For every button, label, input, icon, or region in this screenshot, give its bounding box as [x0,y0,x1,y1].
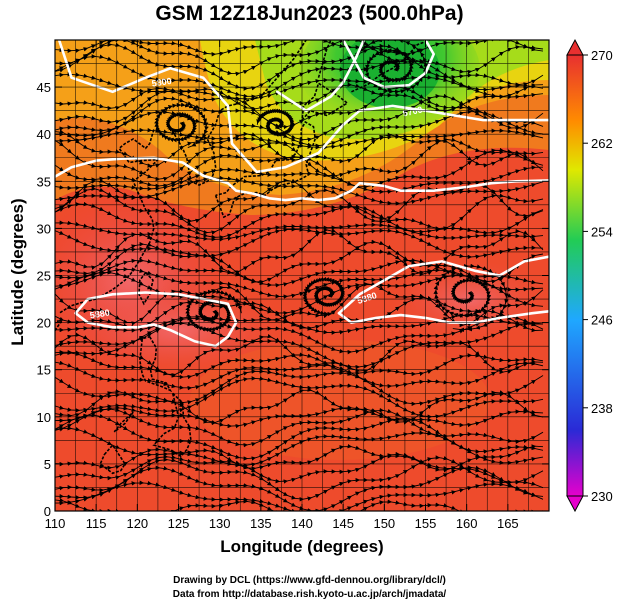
contour-line [337,255,549,315]
colorbar-tick-label: 262 [591,136,613,151]
y-tick-label: 45 [37,80,51,95]
y-axis: 0 5 10 15 20 25 30 35 40 45 [37,80,549,519]
coastline [138,272,154,306]
x-tick-label: 155 [415,516,437,531]
streamline [302,276,346,317]
credit-data: Data from http://database.rish.kyoto-u.a… [172,589,447,600]
streamline [55,387,544,426]
colorbar-tick-label: 270 [591,48,613,63]
credit-drawing: Drawing by DCL (https://www.gfd-dennou.o… [173,575,446,586]
y-axis-label: Latitude (degrees) [8,198,27,346]
x-tick-label: 120 [126,516,148,531]
y-tick-label: 0 [44,504,51,519]
coastline [58,129,160,314]
x-tick-label: 135 [250,516,272,531]
colorbar-tick-label: 230 [591,489,613,504]
coastline [351,40,430,93]
x-tick-label: 125 [168,516,190,531]
x-tick-label: 110 [45,516,66,531]
colorbar-tick-label: 238 [591,401,613,416]
coastlines [55,40,430,475]
x-tick-label: 115 [86,516,107,531]
x-tick-label: 160 [456,516,478,531]
coastline [301,82,349,121]
y-tick-label: 35 [37,174,51,189]
x-axis-label: Longitude (degrees) [220,537,384,556]
y-tick-label: 10 [37,410,51,425]
coastline [99,443,126,475]
temperature-field [55,40,549,511]
coastline [113,411,134,433]
contour-label: 5880 [89,307,110,320]
y-tick-label: 15 [37,363,51,378]
coastline [173,40,307,186]
x-tick-label: 150 [373,516,395,531]
coastline [138,335,173,393]
x-tick-label: 130 [209,516,231,531]
streamline [55,480,544,511]
map-grid [54,39,550,512]
contour-label: 5700 [402,105,424,119]
x-tick-label: 140 [291,516,313,531]
streamline [352,40,428,95]
x-tick-label: 145 [332,516,354,531]
colorbar: 230 238 246 254 262 270 [566,38,613,513]
x-axis: 110 115 120 125 130 135 140 145 150 155 160 165 [45,40,519,531]
wind-streamlines [55,40,544,511]
colorbar-tick-label: 246 [591,313,613,328]
streamline [185,289,242,332]
y-tick-label: 25 [37,269,51,284]
colorbar-tick-label: 254 [591,224,613,239]
x-tick-label: 165 [497,516,519,531]
streamline [154,102,209,149]
contour-line [276,40,366,112]
y-tick-label: 20 [37,316,51,331]
coastline [317,40,332,78]
chart-title: GSM 12Z18Jun2023 (500.0hPa) [155,2,464,25]
streamline [433,263,509,333]
y-tick-label: 40 [37,127,51,142]
y-tick-label: 5 [44,457,51,472]
contour-label: 5800 [151,76,172,89]
y-tick-label: 30 [37,221,51,236]
contour-line [74,291,238,348]
contour-line [57,40,549,174]
